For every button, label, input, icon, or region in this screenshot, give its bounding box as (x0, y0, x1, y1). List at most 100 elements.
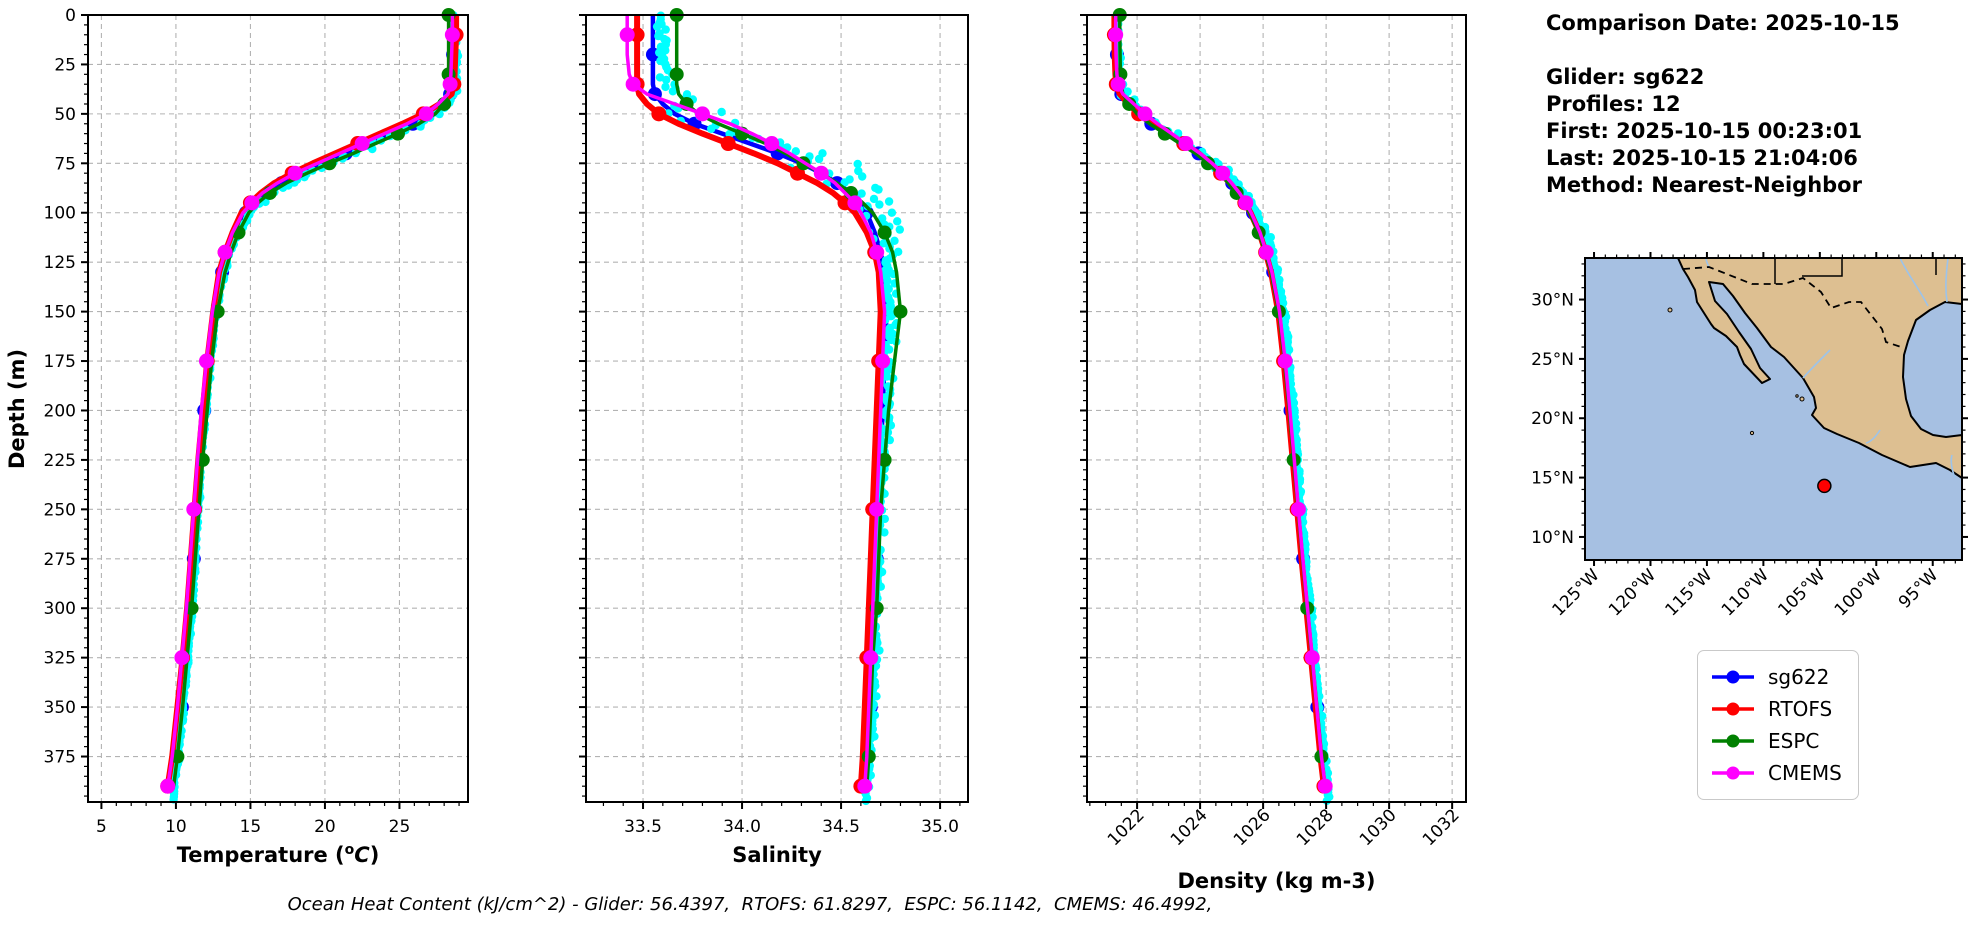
axis-ticks (81, 14, 460, 809)
map-frame (1584, 257, 1963, 561)
svg-text:125°W: 125°W (1549, 565, 1604, 620)
temperature-profile-scatter-glider-raw (168, 11, 463, 804)
density-profile: 1022 1024 1026 1028 1030 1032 Density (kg m-3) (1080, 8, 1467, 893)
gridlines (1087, 15, 1466, 802)
salinity-profile: 33.5 34.0 34.5 35.0 Salinity (579, 8, 969, 867)
legend-label: RTOFS (1768, 697, 1833, 721)
last-profile-time-text: Last: 2025-10-15 21:04:06 (1546, 146, 1858, 170)
svg-text:25: 25 (54, 55, 76, 75)
legend-line-sample (1712, 766, 1754, 780)
svg-text:34.5: 34.5 (822, 817, 860, 837)
legend-label: sg622 (1768, 665, 1830, 689)
svg-text:50: 50 (54, 105, 76, 125)
svg-text:300: 300 (44, 599, 76, 619)
location-map: 30°N 25°N 20°N 15°N 10°N 125°W 120°W 115°W 110°W… (1500, 200, 1978, 630)
svg-text:1022: 1022 (1104, 805, 1149, 850)
salinity-profile-series-RTOFS (629, 15, 887, 794)
svg-text:0: 0 (65, 6, 76, 26)
legend-label: CMEMS (1768, 761, 1842, 785)
density-profile-scatter-glider-raw (1111, 12, 1334, 805)
svg-text:120°W: 120°W (1605, 565, 1660, 620)
map-islands (1667, 307, 1805, 436)
salinity-profile-series-sg622 (645, 15, 892, 787)
svg-text:20°N: 20°N (1531, 409, 1574, 429)
svg-text:250: 250 (44, 500, 76, 520)
svg-text:1032: 1032 (1419, 805, 1464, 850)
x-axis-label: Salinity (732, 843, 822, 867)
svg-text:100: 100 (44, 204, 76, 224)
map-state-borders (1774, 258, 1937, 284)
svg-text:110°W: 110°W (1718, 565, 1773, 620)
gridlines (586, 15, 968, 802)
svg-text:1024: 1024 (1167, 805, 1212, 850)
axis-ticks (1080, 14, 1454, 809)
plot-frame (585, 14, 969, 803)
x-axis-label: Density (kg m-3) (1177, 869, 1375, 893)
density-profile-series-CMEMS (1108, 15, 1333, 794)
profiles-count-text: Profiles: 12 (1546, 92, 1681, 116)
legend-line-sample (1712, 702, 1754, 716)
legend-line-sample (1712, 670, 1754, 684)
legend-line-sample (1712, 734, 1754, 748)
svg-text:325: 325 (44, 649, 76, 669)
info-panel: Comparison Date: 2025-10-15 Glider: sg62… (1546, 10, 1900, 199)
svg-text:15: 15 (240, 817, 262, 837)
svg-text:34.0: 34.0 (723, 817, 761, 837)
ocean-heat-content-text: Ocean Heat Content (kJ/cm^2) - Glider: 5… (287, 894, 1213, 915)
svg-text:1026: 1026 (1230, 805, 1275, 850)
svg-text:75: 75 (54, 154, 76, 174)
svg-text:15°N: 15°N (1531, 469, 1574, 489)
x-tick-labels: 5 10 15 20 25 (96, 817, 410, 837)
svg-text:25: 25 (389, 817, 411, 837)
legend: sg622 RTOFS ESPC CMEMS (1697, 650, 1859, 800)
legend-label: ESPC (1768, 729, 1820, 753)
legend-entry-sg622: sg622 (1710, 661, 1842, 693)
method-text: Method: Nearest-Neighbor (1546, 173, 1862, 197)
x-tick-labels: 33.5 34.0 34.5 35.0 (624, 817, 959, 837)
svg-text:95°W: 95°W (1895, 565, 1942, 612)
comparison-date-text: Comparison Date: 2025-10-15 (1546, 11, 1900, 35)
svg-text:175: 175 (44, 352, 76, 372)
temperature-profile-series-sg622 (170, 15, 461, 787)
svg-text:33.5: 33.5 (624, 817, 662, 837)
svg-text:115°W: 115°W (1661, 565, 1716, 620)
plot-frame (87, 14, 469, 803)
temperature-profile: 5 10 15 20 250255075100125150175200225250275… (5, 6, 469, 867)
svg-text:200: 200 (44, 401, 76, 421)
svg-text:275: 275 (44, 550, 76, 570)
plot-frame (1086, 14, 1467, 803)
legend-entry-CMEMS: CMEMS (1710, 757, 1842, 789)
map-us-mexico-border (1682, 266, 1905, 349)
svg-text:10°N: 10°N (1531, 528, 1574, 548)
svg-text:350: 350 (44, 698, 76, 718)
y-tick-labels: 0 25 50 75 100 125 150 175 200 225 250 275 300 325 350… (44, 6, 76, 768)
gridlines (88, 15, 468, 802)
svg-text:30°N: 30°N (1531, 291, 1574, 311)
svg-text:125: 125 (44, 253, 76, 273)
salinity-profile-series-CMEMS (619, 15, 891, 794)
map-land-mexico (1677, 258, 1962, 479)
svg-text:1028: 1028 (1293, 805, 1338, 850)
first-profile-time-text: First: 2025-10-15 00:23:01 (1546, 119, 1863, 143)
svg-text:375: 375 (44, 748, 76, 768)
x-axis-label: Temperature (oC) (177, 842, 380, 867)
svg-text:225: 225 (44, 451, 76, 471)
profile-charts-canvas: 5 10 15 20 250255075100125150175200225250275… (5, 6, 1467, 893)
x-tick-labels: 1022 1024 1026 1028 1030 1032 (1104, 805, 1464, 850)
y-axis-label: Depth (m) (5, 349, 29, 469)
svg-text:5: 5 (96, 817, 107, 837)
svg-text:35.0: 35.0 (921, 817, 959, 837)
svg-text:20: 20 (314, 817, 336, 837)
map-rivers (1705, 258, 1956, 479)
temperature-profile-series-RTOFS (160, 15, 464, 794)
legend-entry-RTOFS: RTOFS (1710, 693, 1842, 725)
svg-text:1030: 1030 (1356, 805, 1401, 850)
svg-text:105°W: 105°W (1774, 565, 1829, 620)
glider-name-text: Glider: sg622 (1546, 65, 1705, 89)
svg-text:100°W: 100°W (1831, 565, 1886, 620)
svg-text:25°N: 25°N (1531, 350, 1574, 370)
temperature-profile-series-CMEMS (160, 15, 460, 794)
svg-text:10: 10 (165, 817, 187, 837)
profile-charts: 5 10 15 20 25 0 25 50 75 100 125 150 175 200 225 250 275… (5, 6, 1467, 893)
axis-ticks (579, 14, 961, 809)
